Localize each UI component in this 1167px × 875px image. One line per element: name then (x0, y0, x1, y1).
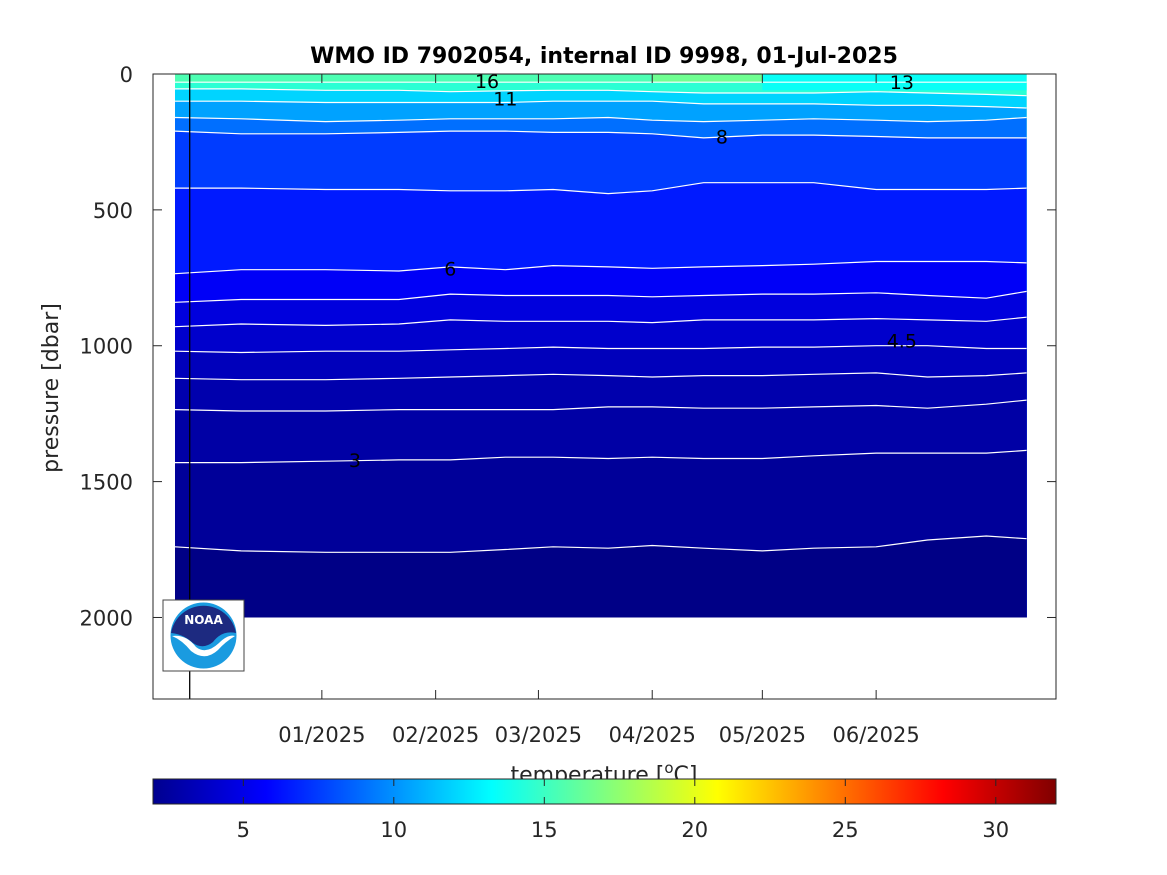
contour-label: 13 (890, 72, 914, 94)
y-tick-label: 500 (93, 199, 133, 223)
isotherm-5 (174, 290, 1027, 303)
isotherm-3-2 (174, 399, 1027, 412)
y-tick-label: 2000 (80, 606, 133, 630)
isotherm-6 (174, 260, 1027, 275)
contour-label: 16 (475, 71, 499, 93)
noaa-logo: NOAA (162, 599, 245, 672)
axes-frame (152, 73, 1057, 700)
x-axis-ticks: 01/2025 02/2025 03/2025 04/2025 05/2025 06/20… (278, 74, 920, 747)
x-tick-label: 03/2025 (495, 723, 582, 747)
colorbar-tick-label: 20 (681, 818, 708, 842)
colorbar-ticks: 5 10 15 20 25 30 (237, 779, 1009, 842)
contour-label: 3 (349, 450, 361, 472)
isotherm-3-5 (174, 372, 1027, 381)
contour-label: 11 (493, 88, 517, 110)
logo-top (171, 605, 236, 647)
y-tick-label: 1000 (80, 335, 133, 359)
colorbar-tick-label: 10 (380, 818, 407, 842)
y-tick-label: 0 (120, 63, 133, 87)
colorbar-tick-label: 5 (237, 818, 250, 842)
colorbar-label-sup: o (664, 759, 673, 777)
logo-text: NOAA (184, 613, 223, 627)
isotherm-3 (175, 449, 1027, 464)
x-tick-label: 05/2025 (719, 723, 806, 747)
isotherm-11 (175, 100, 1027, 109)
isotherm-10 (174, 116, 1027, 123)
contour-label: 8 (716, 127, 728, 149)
colorbar: 5 10 15 20 25 30 (152, 778, 1057, 842)
colorbar-tick-label: 25 (832, 818, 859, 842)
x-tick-label: 01/2025 (278, 723, 365, 747)
isotherm-13 (175, 88, 1027, 97)
isotherm-lines (174, 81, 1027, 553)
isotherm-4 (174, 345, 1027, 354)
isotherm-4-5 (174, 316, 1027, 328)
logo-gull (172, 635, 235, 657)
colorbar-tick-label: 30 (982, 818, 1009, 842)
isotherm-7 (175, 182, 1027, 195)
isotherm-8 (174, 130, 1027, 139)
contour-label: 4.5 (887, 330, 917, 352)
colorbar-gradient (152, 778, 1057, 805)
y-tick-label: 1500 (80, 471, 133, 495)
temperature-bands (175, 74, 1027, 618)
band-below-2-5 (175, 536, 1027, 618)
y-axis-ticks: 0 500 1000 1500 2000 (80, 63, 1056, 630)
chart-title: WMO ID 7902054, internal ID 9998, 01-Jul… (310, 44, 898, 69)
contour-label: 6 (444, 258, 456, 280)
colorbar-tick-label: 15 (531, 818, 558, 842)
y-axis-label: pressure [dbar] (39, 303, 64, 473)
x-tick-label: 06/2025 (833, 723, 920, 747)
band-green-surface (175, 74, 653, 83)
x-tick-label: 02/2025 (392, 723, 479, 747)
x-tick-label: 04/2025 (609, 723, 696, 747)
isotherm-2-5 (174, 535, 1027, 553)
